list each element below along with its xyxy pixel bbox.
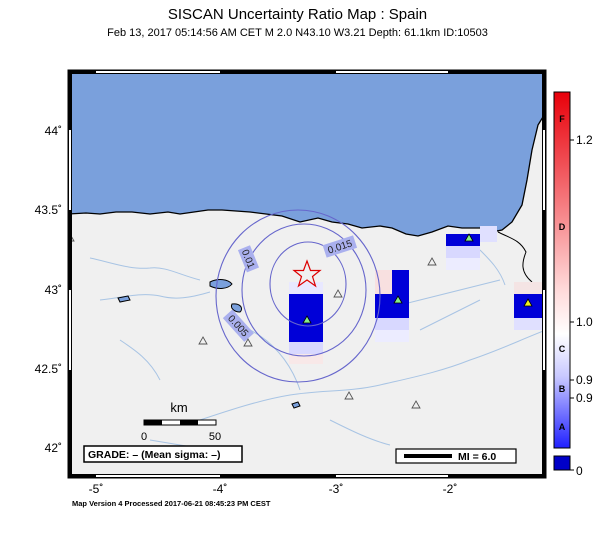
colorbar-value: 0.9 [576, 373, 593, 387]
lat-tick-label: 43˚ [45, 283, 62, 297]
colorbar-value: 1.2 [576, 133, 593, 147]
grade-letter: B [559, 384, 566, 394]
map-area: 0.015 0.01 0.005 [68, 70, 546, 478]
border [497, 231, 533, 283]
lon-tick-label: -4˚ [213, 482, 228, 496]
mi-label: MI = 6.0 [458, 451, 496, 463]
lat-axis: 44˚ 43.5˚ 43˚ 42.5˚ 42˚ [35, 124, 62, 455]
scale-unit: km [170, 400, 187, 415]
processing-info: Map Version 4 Processed 2017-06-21 08:45… [72, 499, 271, 508]
lat-tick-label: 42˚ [45, 441, 62, 455]
map-title: SISCAN Uncertainty Ratio Map : Spain [167, 6, 428, 23]
frame-tick-gaps [69, 71, 545, 477]
mi-legend [395, 448, 517, 464]
frame-ticks [68, 70, 546, 478]
event-info: Feb 13, 2017 05:14:56 AM CET M 2.0 N43.1… [107, 27, 488, 39]
colorbar: F D C B A 1.2 1.0 0.9 0.9 0 [553, 91, 593, 478]
grade-text: GRADE: – (Mean sigma: –) [88, 449, 220, 461]
lon-tick-label: -3˚ [329, 482, 344, 496]
grade-letter: D [559, 222, 566, 232]
colorbar-value: 1.0 [576, 315, 593, 329]
lon-tick-label: -2˚ [443, 482, 458, 496]
grade-letter: C [559, 344, 566, 354]
colorbar-value: 0.9 [576, 391, 593, 405]
lat-tick-label: 44˚ [45, 124, 62, 138]
scale-right: 50 [209, 431, 221, 443]
epicenter-star-icon [292, 259, 322, 288]
grade-letter: F [559, 114, 565, 124]
contour-lines [215, 209, 381, 383]
reporting-stations [302, 233, 533, 324]
scale-bar: km 0 50 [141, 400, 221, 443]
lon-tick-label: -5˚ [89, 482, 104, 496]
bay-of-biscay [68, 70, 546, 237]
grade-box [83, 445, 243, 463]
scale-left: 0 [141, 431, 147, 443]
uncertainty-cells [289, 226, 546, 364]
lat-tick-label: 43.5˚ [35, 203, 62, 217]
grade-letter: A [559, 422, 566, 432]
lon-axis: -5˚ -4˚ -3˚ -2˚ [89, 482, 458, 496]
colorbar-value: 0 [576, 464, 583, 478]
mi-line [404, 454, 452, 458]
lat-tick-label: 42.5˚ [35, 362, 62, 376]
